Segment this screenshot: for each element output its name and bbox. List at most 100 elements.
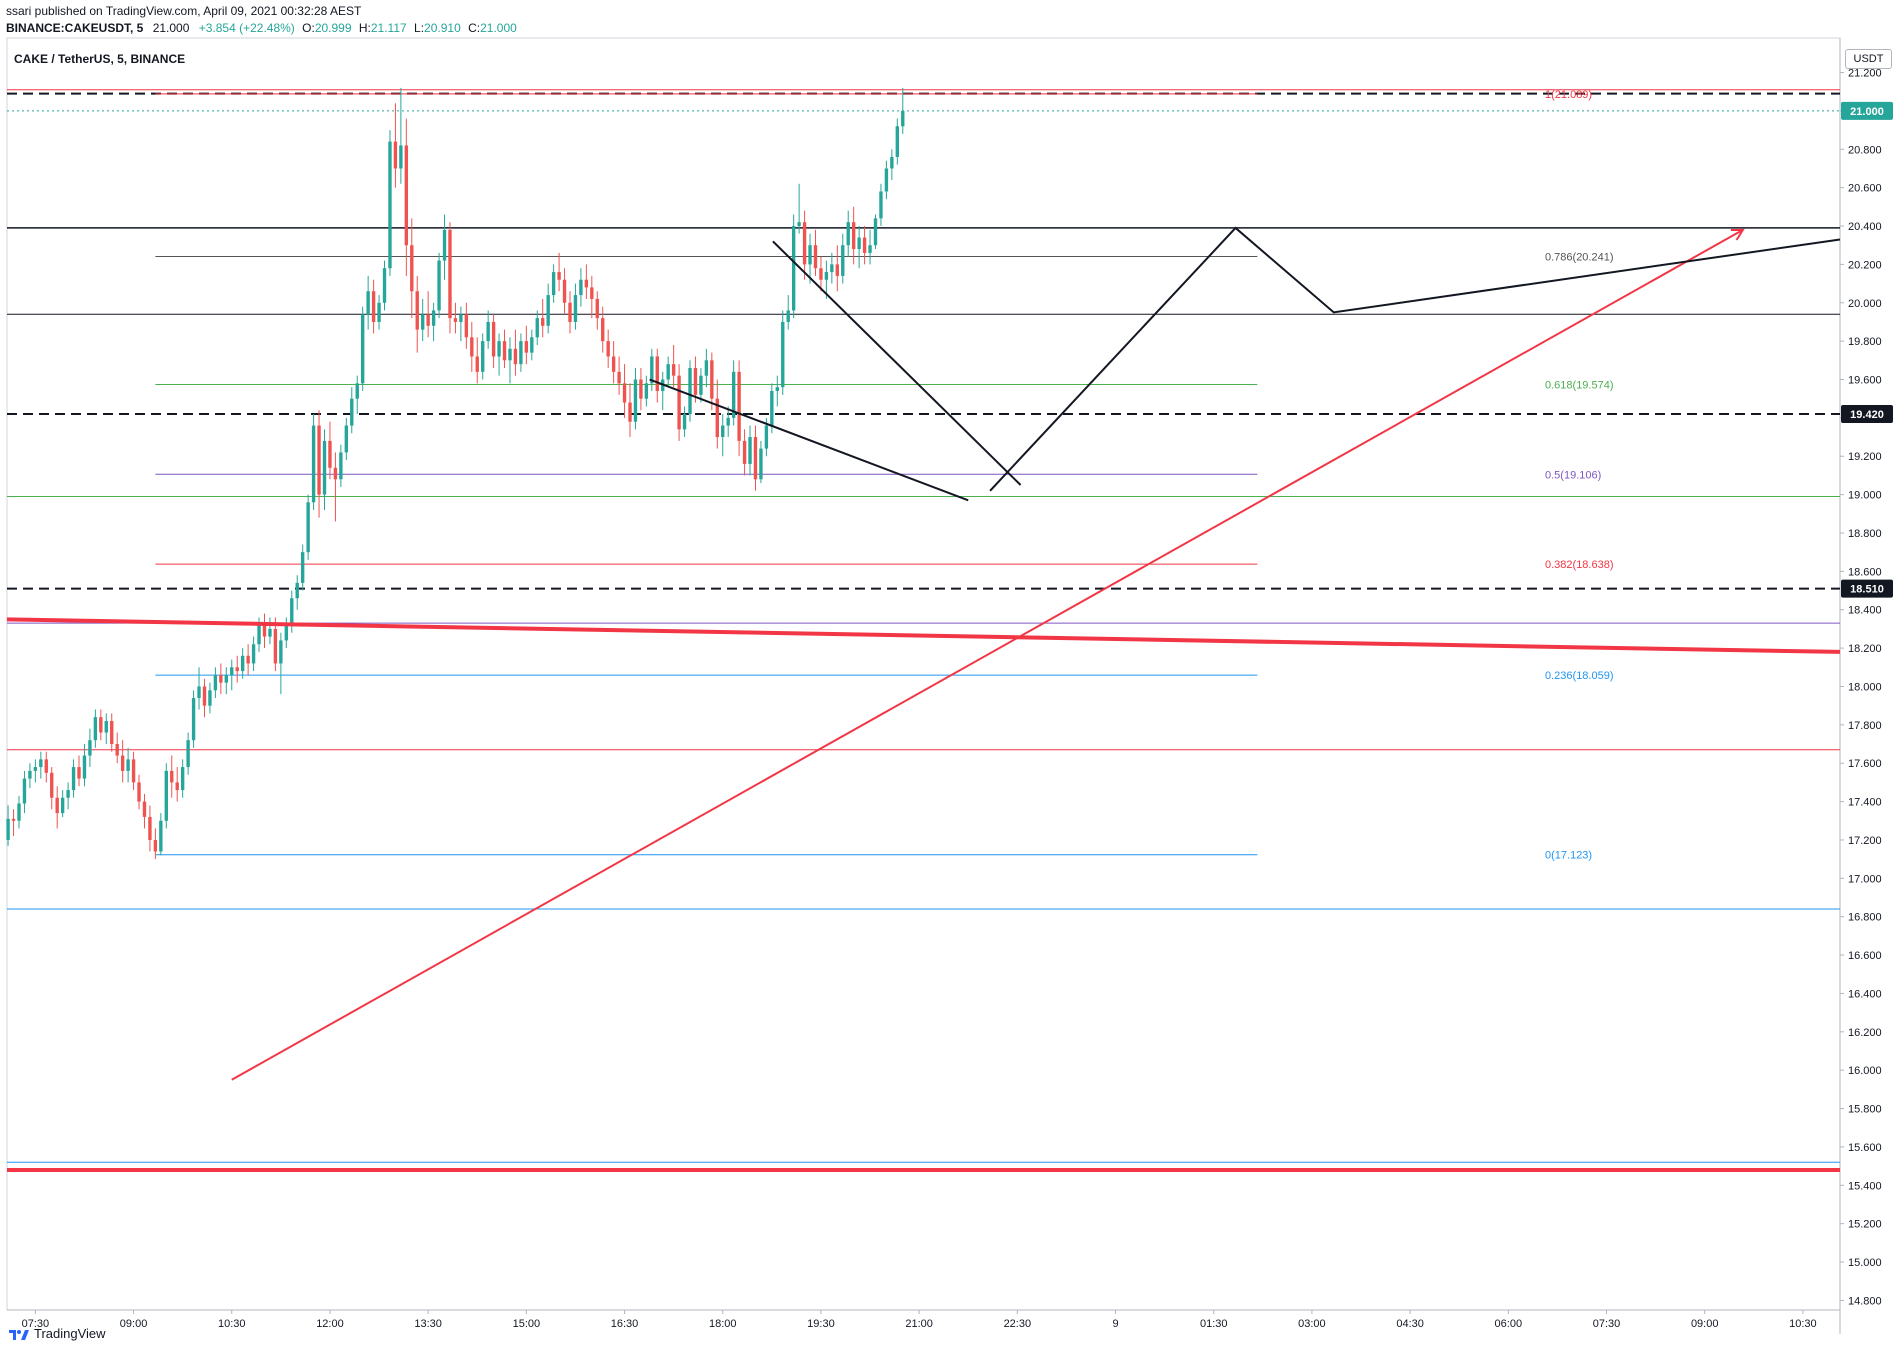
y-tick-label: 17.400: [1848, 797, 1882, 809]
candle-body: [99, 717, 103, 733]
candle-body: [742, 440, 747, 464]
x-tick-label: 07:30: [1593, 1318, 1621, 1330]
candle-body: [470, 337, 474, 357]
y-tick-label: 21.200: [1848, 68, 1882, 80]
x-tick-label: 03:00: [1298, 1318, 1326, 1330]
candle-body: [93, 717, 98, 741]
wedge-upper-line: [772, 240, 1022, 486]
candle-body: [770, 391, 774, 426]
candle-body: [857, 237, 861, 250]
fib-level-label: 0(17.123): [1545, 850, 1592, 862]
y-tick-label: 19.600: [1848, 375, 1882, 387]
open-label: O:: [302, 21, 315, 35]
candle-body: [453, 318, 458, 322]
candle-body: [682, 414, 687, 430]
wedge-lower-line: [649, 378, 969, 502]
candle-body: [737, 371, 741, 441]
candle-body: [120, 755, 125, 771]
candle-body: [781, 321, 785, 388]
candle-body: [693, 367, 698, 395]
candle-body: [895, 126, 900, 157]
candle-body: [890, 156, 894, 169]
close-label: C:: [468, 21, 481, 35]
candle-body: [601, 318, 605, 342]
candle-body: [535, 318, 539, 338]
candle-body: [186, 740, 190, 768]
candle-body: [159, 820, 163, 852]
candle-body: [333, 467, 338, 480]
x-tick-label: 18:00: [709, 1318, 737, 1330]
candle-body: [110, 721, 114, 745]
candle-body: [175, 782, 179, 791]
y-tick-label: 18.000: [1848, 681, 1882, 693]
candle-body: [148, 816, 152, 840]
price-unit-button[interactable]: USDT: [1845, 49, 1892, 69]
footer-brand[interactable]: TradingView: [8, 1326, 106, 1341]
candle-body: [491, 321, 496, 357]
fib-level-label: 0.618(19.574): [1545, 379, 1614, 391]
candle-body: [595, 298, 599, 319]
y-tick-label: 20.800: [1848, 144, 1882, 156]
candle-body: [306, 502, 310, 553]
candle-body: [710, 360, 714, 399]
candle-body: [699, 375, 703, 395]
candle-body: [410, 245, 414, 292]
candle-body: [497, 341, 501, 357]
candle-body: [551, 272, 556, 296]
candle-body: [153, 839, 158, 852]
candle-body: [388, 141, 392, 269]
candle-body: [22, 778, 27, 804]
candle-body: [688, 367, 692, 415]
candle-body: [797, 222, 801, 227]
y-tick-label: 19.200: [1848, 451, 1882, 463]
candle-body: [530, 337, 534, 353]
candle-body: [421, 314, 425, 330]
candle-body: [851, 222, 856, 250]
candle-body: [546, 295, 550, 326]
candle-body: [300, 552, 305, 583]
candle-body: [731, 371, 736, 418]
candle-body: [6, 818, 10, 840]
candle-body: [862, 237, 867, 253]
y-tick-label: 18.400: [1848, 605, 1882, 617]
y-tick-label: 16.600: [1848, 950, 1882, 962]
candle-body: [617, 371, 621, 384]
close-value: 21.000: [480, 21, 517, 35]
candle-body: [257, 625, 261, 645]
candle-body: [519, 341, 523, 365]
y-tick-label: 17.200: [1848, 835, 1882, 847]
candle-body: [568, 302, 572, 322]
candle-body: [868, 245, 872, 253]
candle-body: [360, 314, 365, 384]
candle-body: [764, 425, 769, 449]
candle-body: [830, 264, 834, 273]
candle-body: [344, 425, 349, 453]
x-tick-label: 21:00: [905, 1318, 933, 1330]
x-tick-label: 09:00: [1691, 1318, 1719, 1330]
low-label: L:: [414, 21, 425, 35]
candle-body: [284, 625, 289, 641]
candle-body: [17, 803, 21, 821]
candle-body: [513, 348, 518, 365]
low-value: 20.910: [424, 21, 461, 35]
candle-body: [873, 218, 878, 246]
candle-body: [502, 341, 507, 361]
candle-body: [137, 782, 141, 802]
y-tick-label: 19.800: [1848, 336, 1882, 348]
candle-body: [442, 229, 447, 261]
candle-body: [11, 818, 16, 821]
y-tick-label: 16.400: [1848, 988, 1882, 1000]
candle-body: [791, 226, 796, 311]
candle-body: [721, 425, 725, 438]
candle-body: [437, 260, 441, 311]
candle-body: [60, 797, 65, 814]
candle-body: [884, 168, 889, 192]
candle-body: [726, 417, 730, 426]
candle-body: [377, 302, 381, 322]
candle-body: [541, 318, 545, 326]
candle-body: [355, 383, 359, 399]
x-tick-label: 07:30: [22, 1318, 50, 1330]
candle-body: [628, 402, 632, 422]
y-tick-label: 19.000: [1848, 490, 1882, 502]
